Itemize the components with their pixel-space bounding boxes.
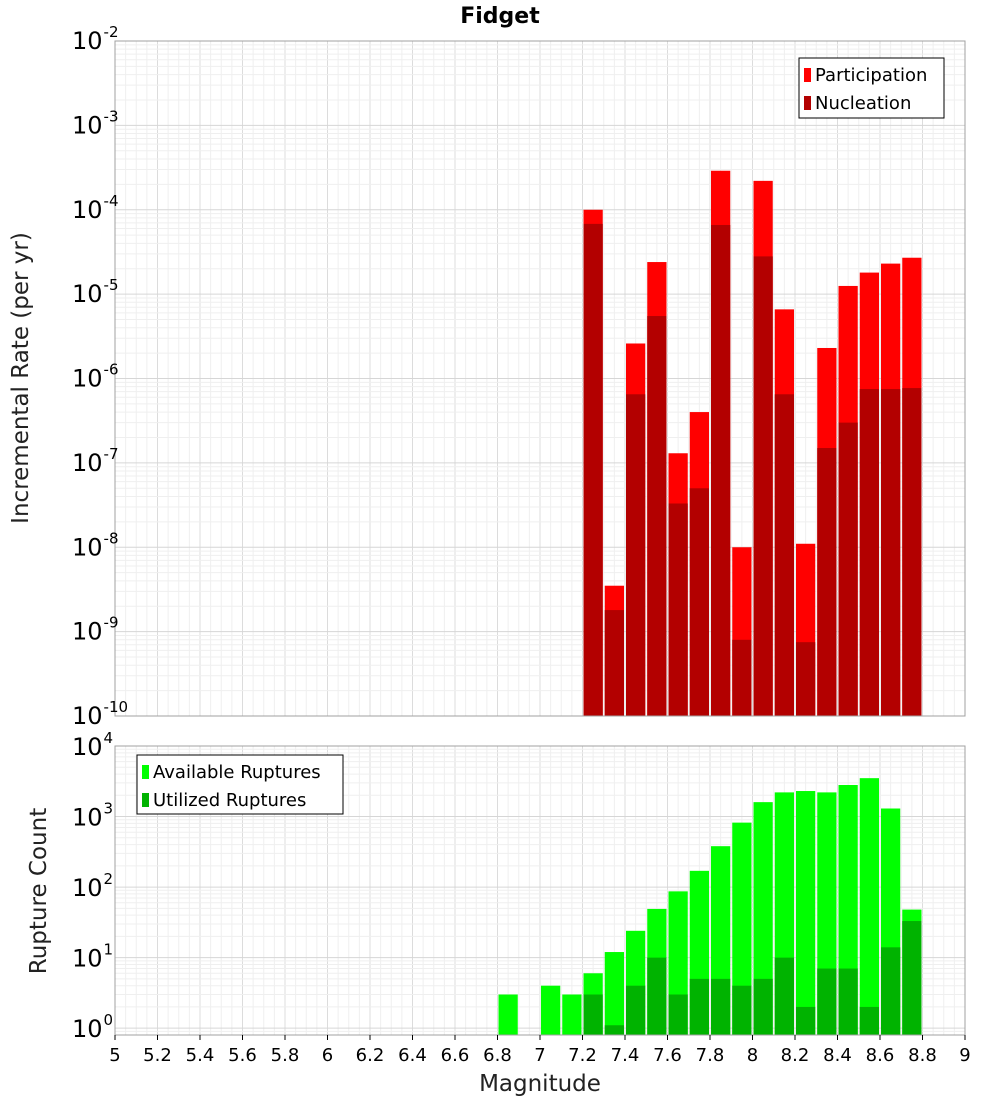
rate-bar bbox=[817, 448, 837, 716]
rate-y-tick-label: 10-9 bbox=[72, 614, 119, 646]
count-bar bbox=[498, 994, 518, 1035]
count-bar bbox=[774, 957, 794, 1035]
count-series-utilized-ruptures bbox=[583, 921, 922, 1035]
rate-legend-swatch bbox=[804, 68, 811, 82]
magnitude-tick-label: 7.2 bbox=[568, 1045, 597, 1066]
count-legend-label: Utilized Ruptures bbox=[153, 790, 306, 811]
rate-bar bbox=[902, 388, 922, 716]
count-bar bbox=[626, 985, 646, 1035]
magnitude-tick-label: 6.4 bbox=[398, 1045, 427, 1066]
count-bar bbox=[881, 947, 901, 1035]
count-bar bbox=[732, 985, 752, 1035]
magnitude-tick-label: 5.4 bbox=[186, 1045, 215, 1066]
count-bar bbox=[647, 957, 667, 1035]
rate-bar bbox=[881, 389, 901, 716]
magnitude-tick-label: 6.6 bbox=[441, 1045, 470, 1066]
magnitude-tick-label: 8.2 bbox=[781, 1045, 810, 1066]
chart-title: Fidget bbox=[460, 4, 540, 29]
count-y-tick-label: 102 bbox=[72, 870, 113, 902]
rate-bar bbox=[732, 639, 752, 716]
rate-legend-label: Nucleation bbox=[815, 93, 911, 114]
count-bar bbox=[859, 1006, 879, 1035]
count-legend-swatch bbox=[142, 765, 149, 779]
magnitude-tick-label: 6.8 bbox=[483, 1045, 512, 1066]
rate-bar bbox=[626, 394, 646, 716]
magnitude-axis-title: Magnitude bbox=[479, 1071, 601, 1097]
count-bar bbox=[753, 802, 773, 1035]
count-bar bbox=[902, 921, 922, 1035]
rate-bar bbox=[711, 224, 731, 716]
count-bar bbox=[541, 985, 561, 1035]
count-legend-box bbox=[136, 754, 344, 815]
count-bar bbox=[604, 1025, 624, 1035]
count-bar bbox=[796, 791, 816, 1035]
rate-y-tick-label: 10-7 bbox=[72, 445, 119, 477]
magnitude-tick-label: 5 bbox=[109, 1045, 120, 1066]
count-bar bbox=[817, 968, 837, 1035]
rate-bar bbox=[689, 488, 709, 716]
magnitude-tick-label: 7 bbox=[534, 1045, 545, 1066]
rate-legend-box bbox=[798, 57, 945, 119]
magnitude-tick-label: 6 bbox=[322, 1045, 333, 1066]
rate-bar bbox=[774, 394, 794, 716]
count-y-tick-label: 104 bbox=[72, 729, 113, 761]
count-y-tick-label: 103 bbox=[72, 800, 113, 832]
count-bar bbox=[838, 968, 858, 1035]
rate-bar bbox=[583, 223, 603, 716]
rate-bar bbox=[668, 503, 688, 716]
rate-y-tick-label: 10-4 bbox=[72, 192, 119, 224]
magnitude-tick-label: 9 bbox=[959, 1045, 970, 1066]
magnitude-tick-label: 5.8 bbox=[271, 1045, 300, 1066]
rate-axis-title: Incremental Rate (per yr) bbox=[8, 232, 34, 524]
magnitude-tick-label: 8.8 bbox=[908, 1045, 937, 1066]
rate-y-tick-label: 10-6 bbox=[72, 361, 119, 393]
count-bar bbox=[583, 994, 603, 1035]
rate-y-tick-label: 10-2 bbox=[72, 23, 119, 55]
count-bar bbox=[859, 778, 879, 1035]
rate-bar bbox=[647, 316, 667, 716]
rate-grid bbox=[114, 41, 966, 717]
rate-legend: Participation Nucleation bbox=[798, 57, 945, 119]
rate-series-nucleation bbox=[583, 223, 922, 716]
rate-y-tick-label: 10-5 bbox=[72, 276, 119, 308]
magnitude-tick-label: 8.6 bbox=[866, 1045, 895, 1066]
magnitude-tick-label: 8 bbox=[747, 1045, 758, 1066]
count-axis-title: Rupture Count bbox=[26, 808, 52, 974]
rate-plot-border bbox=[114, 40, 966, 717]
count-bar bbox=[668, 994, 688, 1035]
count-panel: 100 101 102 103 104 Available Ruptures Utilize… bbox=[72, 729, 971, 1066]
rate-panel: 10-10 10-9 10-8 10-7 10-6 10-5 10-4 10-3 10-2 Par… bbox=[72, 23, 966, 730]
magnitude-tick-label: 6.2 bbox=[356, 1045, 385, 1066]
rate-legend-label: Participation bbox=[815, 65, 927, 86]
count-y-tick-label: 101 bbox=[72, 941, 113, 973]
count-bar bbox=[562, 994, 582, 1035]
rate-y-tick-label: 10-8 bbox=[72, 529, 119, 561]
count-legend-label: Available Ruptures bbox=[153, 762, 321, 783]
count-bar bbox=[796, 1006, 816, 1035]
count-bar bbox=[753, 978, 773, 1035]
rate-bar bbox=[796, 642, 816, 716]
rate-bar bbox=[604, 610, 624, 716]
magnitude-tick-label: 7.6 bbox=[653, 1045, 682, 1066]
rate-y-tick-label: 10-10 bbox=[72, 698, 128, 730]
magnitude-tick-label: 8.4 bbox=[823, 1045, 852, 1066]
magnitude-tick-label: 5.2 bbox=[143, 1045, 172, 1066]
rate-bar bbox=[753, 256, 773, 716]
rate-y-tick-label: 10-3 bbox=[72, 107, 119, 139]
count-legend: Available Ruptures Utilized Ruptures bbox=[136, 754, 344, 815]
count-bar bbox=[732, 822, 752, 1035]
rate-legend-swatch bbox=[804, 96, 811, 110]
magnitude-tick-label: 5.6 bbox=[228, 1045, 257, 1066]
rate-bar bbox=[859, 389, 879, 716]
count-bar bbox=[604, 952, 624, 1035]
rate-bar bbox=[838, 422, 858, 716]
count-bar bbox=[711, 978, 731, 1035]
magnitude-tick-label: 7.8 bbox=[696, 1045, 725, 1066]
magnitude-tick-label: 7.4 bbox=[611, 1045, 640, 1066]
count-legend-swatch bbox=[142, 793, 149, 807]
count-y-tick-label: 100 bbox=[72, 1011, 113, 1043]
count-bar bbox=[689, 978, 709, 1035]
magnitude-tick-labels: 5 5.2 5.4 5.6 5.8 6 6.2 6.4 6.6 6.8 7 7.2 7.4 7.6 7.8 8… bbox=[109, 1035, 971, 1066]
